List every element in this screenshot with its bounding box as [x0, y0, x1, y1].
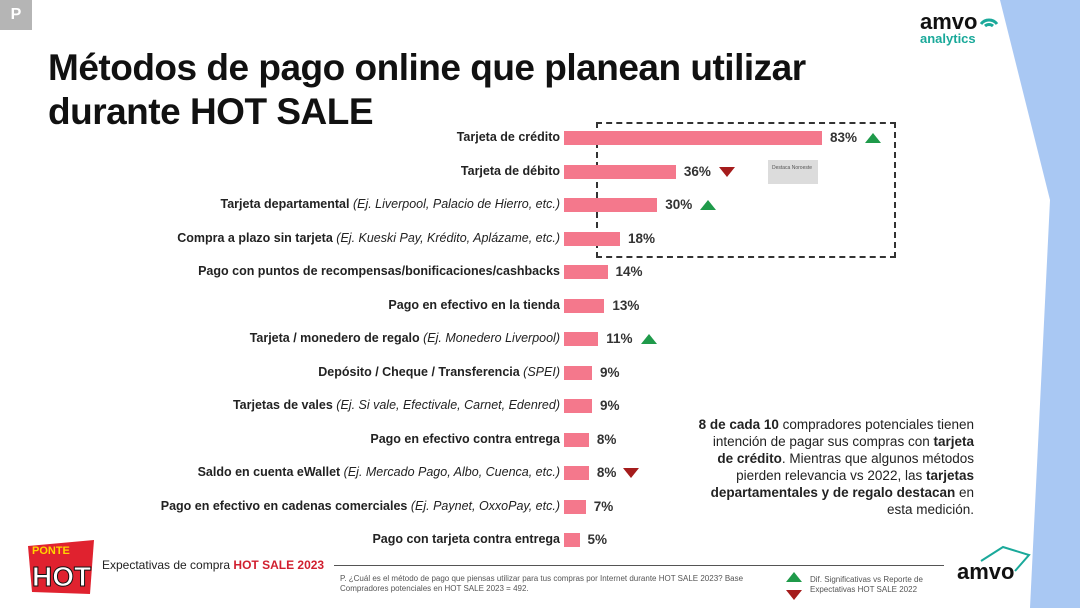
trend-up-triangle-icon — [641, 334, 658, 344]
value-label: 83% — [830, 130, 858, 145]
value-label: 14% — [615, 264, 643, 279]
footer-divider — [334, 565, 944, 566]
footer-title: Expectativas de compra HOT SALE 2023 — [102, 558, 324, 572]
logo-amvo-text: amvo — [920, 9, 978, 34]
category-name: Depósito / Cheque / Transferencia — [318, 364, 520, 379]
callout-part-5: tarjetas departamentales y de regalo des… — [710, 468, 974, 500]
page-badge: P — [0, 0, 32, 30]
value-label: 8% — [596, 431, 617, 447]
value-label: 7% — [593, 498, 614, 514]
category-name: Pago en efectivo en la tienda — [388, 297, 560, 312]
footer-title-prefix: Expectativas de compra — [102, 558, 234, 572]
logo-analytics-text: analytics — [920, 31, 976, 46]
category-example: (Ej. Monedero Liverpool) — [419, 331, 560, 345]
callout-part-6: en esta medición. — [886, 485, 974, 517]
highlight-dashed-box — [596, 122, 896, 258]
callout-part-1: 8 de cada 10 — [698, 417, 779, 432]
category-label: Pago en efectivo en la tienda — [388, 298, 560, 312]
page-title: Métodos de pago online que planean utili… — [48, 47, 806, 132]
callout-part-4: . Mientras que algunos métodos pierden r… — [736, 451, 974, 483]
bar — [564, 231, 620, 246]
category-label: Pago en efectivo en cadenas comerciales … — [161, 499, 560, 513]
amvo-logo-bottom: amvo — [955, 545, 1035, 585]
value-label: 36% — [683, 163, 711, 179]
category-name: Compra a plazo sin tarjeta — [177, 230, 333, 245]
trend-down-triangle-icon — [622, 468, 639, 478]
category-label: Pago en efectivo contra entrega — [370, 432, 560, 446]
legend-text: Dif. Significativas vs Reporte de Expect… — [810, 575, 923, 594]
bar — [564, 332, 599, 346]
category-label: Tarjeta / monedero de regalo (Ej. Monede… — [250, 331, 560, 345]
category-label: Pago con puntos de recompensas/bonificac… — [198, 264, 560, 278]
value-label: 11% — [606, 331, 633, 346]
category-label: Depósito / Cheque / Transferencia (SPEI) — [318, 365, 560, 379]
category-label: Pago con tarjeta contra entrega — [372, 532, 560, 546]
legend-down-triangle-icon — [786, 590, 802, 600]
category-name: Tarjeta de crédito — [456, 130, 560, 144]
value-label: 9% — [599, 398, 620, 413]
bar — [564, 399, 592, 413]
bar — [564, 432, 589, 447]
category-label: Tarjetas de vales (Ej. Si vale, Efectiva… — [233, 398, 560, 412]
ponte-hot-logo: PONTE HOT — [28, 540, 94, 594]
category-example: (Ej. Si vale, Efectivale, Carnet, Edenre… — [332, 398, 560, 412]
legend-up-triangle-icon — [786, 572, 802, 582]
category-name: Saldo en cuenta eWallet — [197, 465, 341, 479]
category-example: (Ej. Liverpool, Palacio de Hierro, etc.) — [349, 197, 560, 211]
trend-down-triangle-icon — [718, 166, 735, 177]
bar — [564, 131, 822, 145]
bar — [564, 365, 592, 380]
category-name: Pago con tarjeta contra entrega — [372, 532, 560, 546]
bar — [564, 499, 586, 514]
category-label: Tarjeta de débito — [461, 164, 560, 178]
value-label: 13% — [612, 297, 640, 313]
value-label: 18% — [627, 230, 655, 246]
bar — [564, 198, 658, 212]
bar — [564, 265, 608, 279]
trend-up-triangle-icon — [865, 133, 881, 143]
callout-part-2: compradores potenciales tienen intención… — [712, 417, 974, 449]
footer-title-highlight: HOT SALE 2023 — [233, 558, 325, 572]
category-name: Pago en efectivo contra entrega — [370, 431, 560, 446]
insight-callout: 8 de cada 10 compradores potenciales tie… — [694, 416, 974, 518]
category-name: Tarjeta / monedero de regalo — [249, 331, 420, 345]
footnote: P. ¿Cuál es el método de pago que piensa… — [340, 574, 744, 593]
category-label: Compra a plazo sin tarjeta (Ej. Kueski P… — [177, 231, 560, 245]
category-label: Tarjeta departamental (Ej. Liverpool, Pa… — [221, 197, 561, 211]
category-name: Tarjetas de vales — [232, 398, 333, 412]
trend-up-triangle-icon — [700, 200, 717, 210]
category-name: Pago en efectivo en cadenas comerciales — [160, 498, 408, 513]
category-label: Saldo en cuenta eWallet (Ej. Mercado Pag… — [198, 465, 560, 479]
note-destaca-noroeste: Destaca Noroeste — [768, 160, 818, 184]
wifi-arc-icon — [979, 18, 999, 28]
category-example: (Ej. Mercado Pago, Albo, Cuenca, etc.) — [340, 465, 560, 479]
value-label: 8% — [596, 465, 617, 480]
amvo-analytics-logo: amvo analytics — [920, 9, 1020, 56]
value-label: 30% — [665, 197, 693, 212]
bar — [564, 533, 580, 547]
category-name: Tarjeta departamental — [220, 197, 350, 211]
category-example: (Ej. Kueski Pay, Krédito, Aplázame, etc.… — [332, 230, 560, 245]
decorative-side-shape — [1000, 0, 1080, 608]
category-label: Tarjeta de crédito — [457, 130, 560, 144]
category-name: Pago con puntos de recompensas/bonificac… — [198, 264, 560, 278]
category-example: (SPEI) — [519, 364, 560, 379]
category-name: Tarjeta de débito — [460, 163, 560, 178]
hot-logo-top-text: PONTE — [32, 545, 70, 557]
category-example: (Ej. Paynet, OxxoPay, etc.) — [407, 498, 560, 513]
logo-bottom-text: amvo — [957, 559, 1014, 584]
hot-logo-main-text: HOT — [32, 561, 91, 592]
bar — [564, 164, 676, 179]
bar — [564, 466, 589, 480]
callout-part-3: tarjeta de crédito — [717, 434, 974, 466]
value-label: 5% — [587, 532, 608, 547]
value-label: 9% — [599, 364, 620, 380]
bar — [564, 298, 605, 313]
